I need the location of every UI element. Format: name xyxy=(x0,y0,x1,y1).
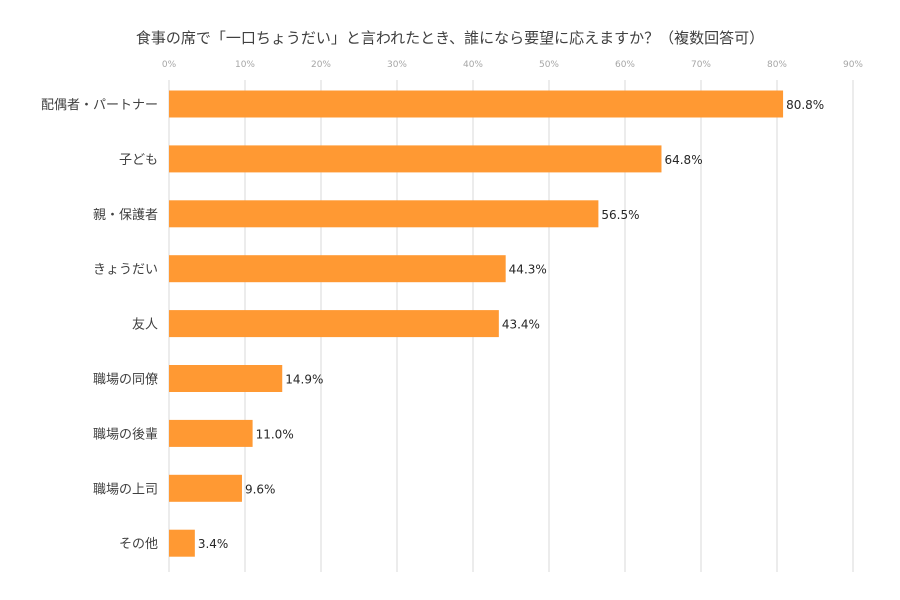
data-label: 56.5% xyxy=(601,208,639,222)
data-label: 14.9% xyxy=(285,373,323,387)
x-tick-label: 70% xyxy=(691,60,711,70)
x-tick-label: 80% xyxy=(767,60,787,70)
bar xyxy=(169,200,599,228)
chart-title: 食事の席で「一口ちょうだい」と言われたとき、誰になら要望に応えますか？（複数回答… xyxy=(135,29,765,47)
category-label: 友人 xyxy=(132,317,158,333)
x-tick-label: 0% xyxy=(162,60,177,70)
x-tick-label: 30% xyxy=(387,60,407,70)
data-label: 64.8% xyxy=(664,153,702,167)
x-tick-label: 10% xyxy=(235,60,255,70)
data-label: 9.6% xyxy=(245,482,276,496)
x-tick-label: 40% xyxy=(463,60,483,70)
category-label: 職場の同僚 xyxy=(93,373,158,388)
bar xyxy=(169,310,499,338)
bar xyxy=(169,529,195,557)
data-label: 3.4% xyxy=(198,537,229,551)
category-label: きょうだい xyxy=(93,263,158,278)
bar xyxy=(169,145,662,173)
data-label: 43.4% xyxy=(502,318,540,332)
x-tick-label: 60% xyxy=(615,60,635,70)
category-label: その他 xyxy=(119,537,158,552)
bar xyxy=(169,419,253,447)
data-label: 11.0% xyxy=(256,427,294,441)
bar xyxy=(169,474,242,502)
category-label: 子ども xyxy=(119,153,158,168)
category-label: 職場の上司 xyxy=(93,482,158,497)
category-label: 親・保護者 xyxy=(93,207,158,223)
x-tick-label: 20% xyxy=(311,60,331,70)
bar xyxy=(169,255,506,283)
x-tick-label: 90% xyxy=(843,60,863,70)
category-label: 職場の後輩 xyxy=(93,427,158,442)
category-label: 配偶者・パートナー xyxy=(41,98,158,113)
x-tick-label: 50% xyxy=(539,60,559,70)
bar xyxy=(169,90,784,118)
data-label: 80.8% xyxy=(786,98,824,112)
bar xyxy=(169,365,283,392)
data-label: 44.3% xyxy=(509,263,547,277)
